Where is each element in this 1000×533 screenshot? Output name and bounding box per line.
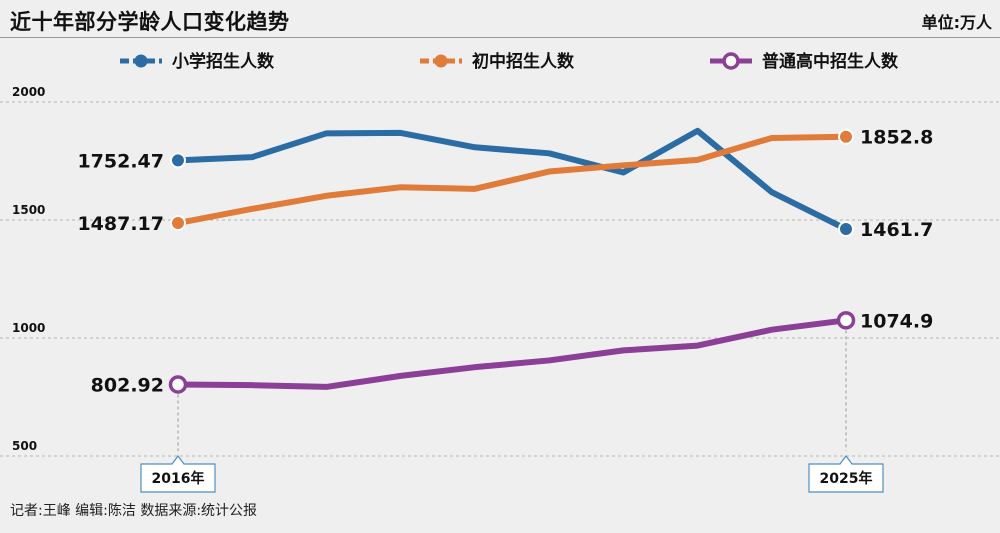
gridlines (0, 101, 1000, 457)
end-value-label: 1461.7 (860, 219, 933, 241)
year-callout-box (140, 455, 216, 493)
y-tick-label: 1500 (12, 203, 45, 217)
series-line (175, 127, 849, 233)
legend-label: 普通高中招生人数 (762, 51, 899, 72)
y-axis-ticks: 500 1000 1500 2000 (12, 85, 45, 453)
data-point (170, 152, 186, 169)
legend-swatch-marker (134, 54, 148, 68)
legend-label: 初中招生人数 (472, 51, 575, 72)
data-point (836, 311, 856, 330)
y-tick-label: 500 (12, 439, 37, 453)
data-point (838, 221, 854, 238)
chart-title: 近十年部分学龄人口变化趋势 (10, 10, 290, 34)
series-1: 1752.47 1461.7 (77, 127, 933, 241)
unit-label: 单位:万人 (921, 13, 992, 32)
end-value-label: 1074.9 (860, 310, 933, 332)
data-point (168, 375, 188, 394)
year-callout-box (808, 455, 884, 493)
series-lines: 1752.47 1461.7 1487.17 1852.8 802.92 1074.9 (77, 127, 933, 397)
start-value-label: 802.92 (91, 375, 164, 397)
series-line (175, 133, 849, 227)
end-value-label: 1852.8 (860, 127, 933, 149)
legend-swatch-marker (722, 52, 740, 70)
series-line (175, 317, 849, 390)
legend-swatch-marker (434, 54, 448, 68)
year-callout-label: 2016年 (152, 470, 205, 487)
y-tick-label: 2000 (12, 85, 45, 99)
title-divider (0, 37, 1000, 38)
data-point (170, 215, 186, 232)
credits-footer: 记者:王峰 编辑:陈洁 数据来源:统计公报 (10, 503, 258, 519)
series-2: 1487.17 1852.8 (77, 127, 933, 235)
y-tick-label: 1000 (12, 321, 45, 335)
year-callouts: 2016年 2025年 (140, 330, 884, 493)
legend: 小学招生人数 初中招生人数 普通高中招生人数 (120, 51, 899, 72)
start-value-label: 1752.47 (77, 150, 164, 172)
year-callout-label: 2025年 (820, 470, 873, 487)
data-point (838, 128, 854, 145)
start-value-label: 1487.17 (77, 213, 164, 235)
legend-label: 小学招生人数 (172, 51, 275, 72)
series-3: 802.92 1074.9 (91, 310, 934, 396)
